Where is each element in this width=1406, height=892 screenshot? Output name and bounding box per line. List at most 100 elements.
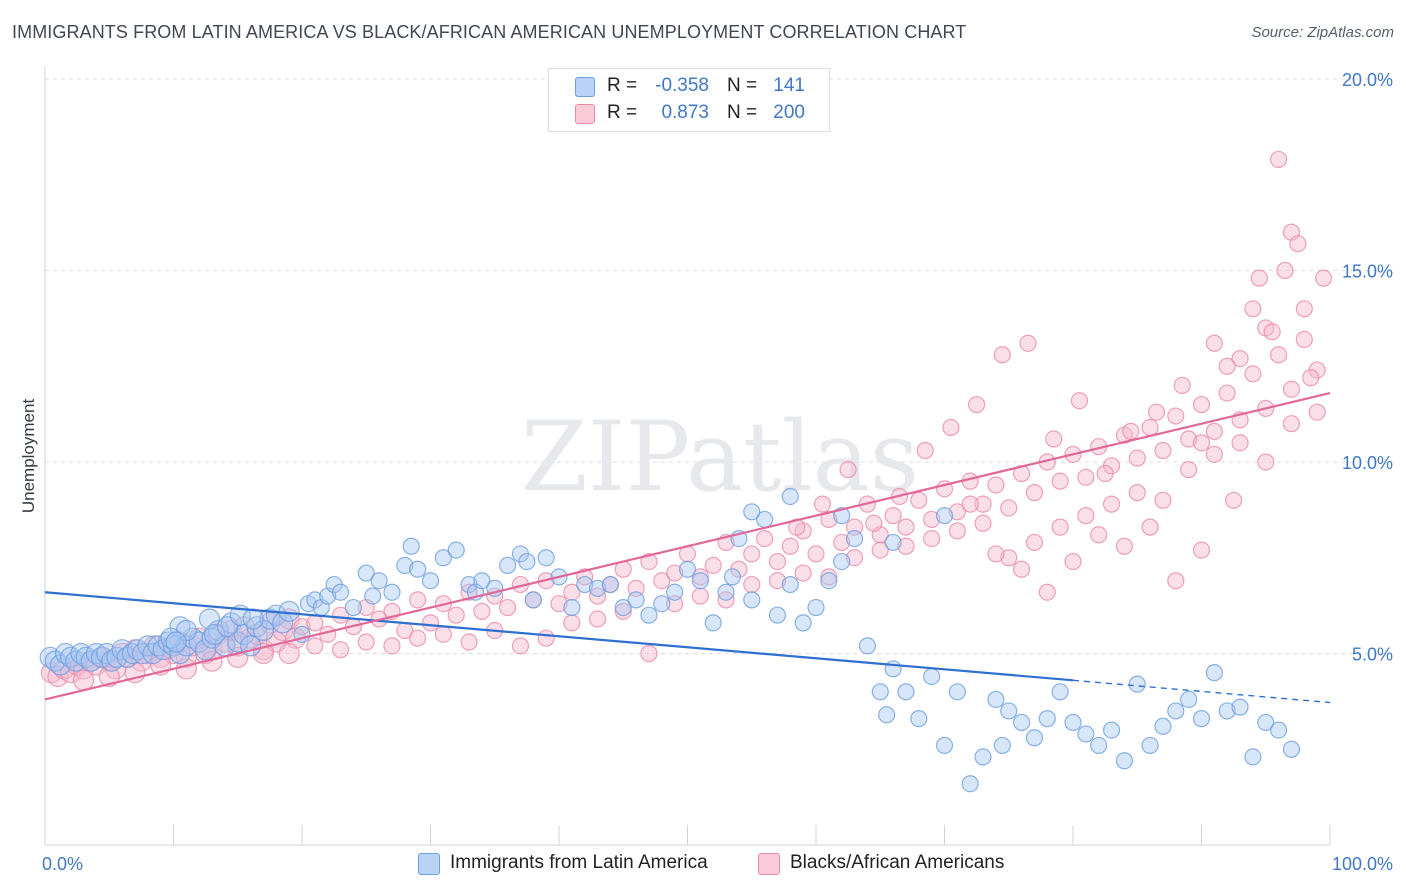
- data-point-blue: [678, 560, 697, 578]
- data-point-blue: [910, 710, 928, 728]
- data-point-pink: [1000, 499, 1018, 517]
- data-point-blue: [974, 748, 992, 766]
- data-point-pink: [563, 583, 581, 601]
- data-point-pink: [1096, 464, 1114, 483]
- data-point-pink: [640, 644, 658, 663]
- data-point-blue: [588, 579, 607, 597]
- data-point-pink: [1192, 395, 1211, 414]
- data-point-pink: [1019, 334, 1037, 352]
- data-point-pink: [1025, 484, 1044, 502]
- data-point-blue: [1167, 702, 1185, 720]
- data-point-pink: [974, 495, 992, 513]
- data-point-blue: [1051, 683, 1069, 701]
- data-point-blue: [961, 775, 979, 793]
- data-point-pink: [1244, 300, 1262, 318]
- data-point-pink: [278, 642, 300, 665]
- data-point-pink: [1173, 376, 1191, 394]
- data-point-pink: [588, 610, 607, 628]
- data-point-pink: [884, 507, 902, 525]
- data-point-pink: [1090, 526, 1108, 544]
- data-point-pink: [1128, 484, 1146, 502]
- bottom-legend-label-pink: Blacks/African Americans: [790, 852, 1005, 873]
- data-point-pink: [923, 529, 941, 548]
- data-point-pink: [72, 669, 95, 691]
- data-point-blue: [666, 583, 684, 601]
- data-point-blue: [794, 614, 812, 632]
- chart-title: IMMIGRANTS FROM LATIN AMERICA VS BLACK/A…: [12, 22, 967, 42]
- data-point-pink: [1192, 541, 1211, 559]
- trend-lines: [44, 391, 1331, 704]
- data-point-blue: [1192, 710, 1211, 728]
- data-point-pink: [1205, 445, 1223, 463]
- data-point-pink: [331, 606, 350, 624]
- data-point-blue: [743, 503, 761, 521]
- legend-n-label: N =: [727, 102, 758, 123]
- data-point-pink: [1154, 491, 1172, 509]
- data-point-pink: [473, 602, 491, 620]
- data-point-pink: [53, 658, 75, 680]
- data-point-pink: [1276, 261, 1294, 280]
- data-point-blue: [897, 683, 915, 701]
- data-point-pink: [1218, 357, 1236, 375]
- x-tick-label: 0.0%: [42, 854, 83, 874]
- data-point-pink: [1122, 422, 1140, 440]
- bottom-legend-swatch-pink: [758, 853, 780, 875]
- data-point-pink: [306, 637, 324, 655]
- data-point-blue: [807, 598, 825, 617]
- data-point-pink: [1077, 507, 1095, 525]
- data-point-blue: [1244, 748, 1262, 766]
- data-point-pink: [1282, 415, 1301, 433]
- data-point-pink: [839, 461, 857, 479]
- data-point-pink: [1295, 330, 1313, 349]
- data-point-pink: [357, 633, 375, 651]
- data-point-pink: [409, 629, 427, 647]
- watermark: ZIPatlas: [521, 401, 919, 513]
- data-point-blue: [845, 529, 864, 548]
- data-point-pink: [897, 518, 915, 536]
- data-point-pink: [614, 602, 632, 620]
- data-point-blue: [717, 583, 735, 601]
- data-point-pink: [1025, 533, 1044, 552]
- data-point-pink: [993, 346, 1011, 364]
- data-point-pink: [1231, 434, 1249, 452]
- data-point-blue: [923, 667, 941, 686]
- data-point-pink: [1302, 369, 1320, 387]
- data-point-pink: [781, 537, 799, 555]
- data-point-pink: [1231, 349, 1249, 368]
- data-point-pink: [1180, 430, 1198, 448]
- trend-line-blue-extension: [1072, 679, 1331, 704]
- bottom-legend-label-blue: Immigrants from Latin America: [450, 852, 708, 873]
- data-point-pink: [550, 595, 568, 613]
- data-point-pink: [755, 529, 774, 548]
- data-point-blue: [1154, 717, 1172, 735]
- data-point-pink: [833, 533, 851, 552]
- blue-series-points: [39, 487, 1301, 793]
- data-point-blue: [1077, 725, 1095, 743]
- legend-swatch-pink: [575, 104, 595, 124]
- y-tick-labels: 5.0% 10.0% 15.0% 20.0%: [1342, 70, 1393, 665]
- data-point-pink: [1167, 407, 1185, 425]
- data-point-pink: [845, 549, 864, 567]
- legend-n-value: 141: [773, 75, 805, 96]
- data-point-pink: [910, 491, 928, 509]
- legend-n-value: 200: [773, 102, 805, 123]
- data-point-pink: [1102, 495, 1121, 513]
- data-point-blue: [1012, 713, 1031, 732]
- data-point-blue: [627, 591, 645, 609]
- data-point-blue: [447, 541, 465, 559]
- data-point-blue: [993, 736, 1011, 755]
- legend-r-label: R =: [607, 102, 638, 123]
- data-point-pink: [1128, 449, 1146, 467]
- source-note: Source: ZipAtlas.com: [1251, 24, 1394, 41]
- data-point-blue: [1115, 752, 1134, 770]
- trend-line-blue: [44, 591, 1074, 682]
- data-point-pink: [987, 476, 1005, 494]
- y-axis-label: Unemployment: [19, 399, 38, 514]
- data-point-pink: [1257, 453, 1275, 471]
- data-point-pink: [1038, 583, 1056, 601]
- data-point-blue: [537, 549, 555, 567]
- data-point-pink: [1314, 269, 1333, 287]
- data-point-blue: [1282, 740, 1301, 758]
- data-point-blue: [935, 507, 954, 525]
- data-point-blue: [396, 556, 414, 575]
